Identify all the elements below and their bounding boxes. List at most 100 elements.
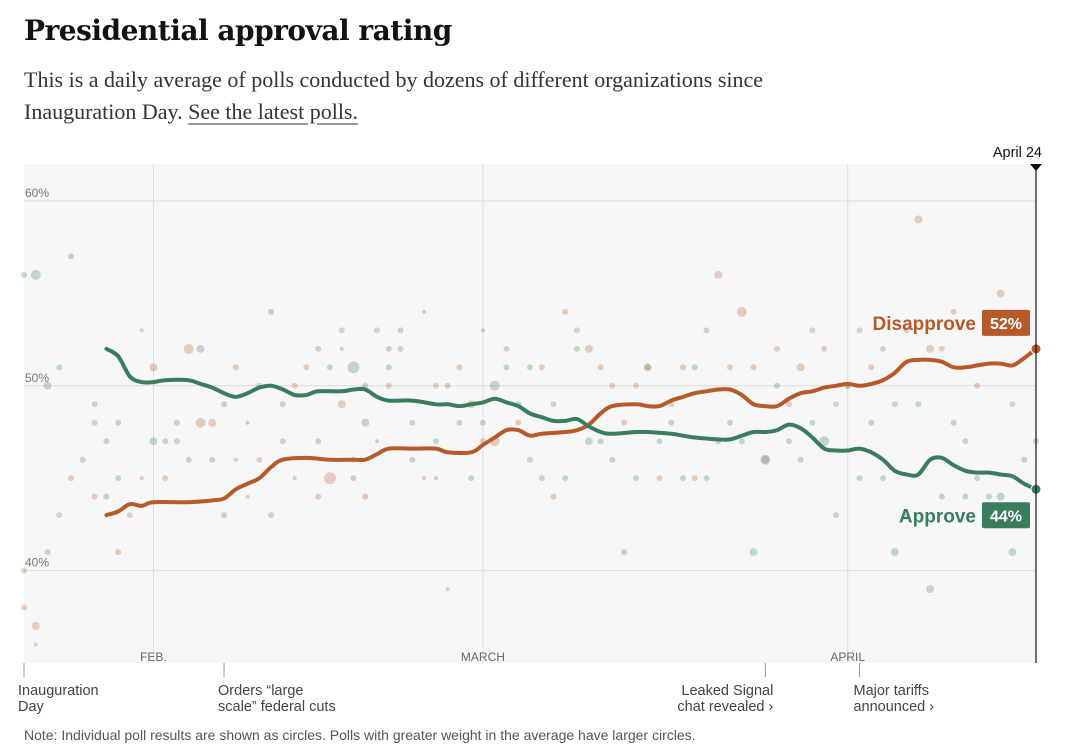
approve-poll-circle xyxy=(233,457,238,462)
disapprove-poll-circle xyxy=(149,363,158,372)
chart-note: Note: Individual poll results are shown … xyxy=(24,727,696,743)
approve-poll-circle xyxy=(938,493,945,500)
disapprove-poll-circle xyxy=(208,418,217,427)
approve-poll-circle xyxy=(856,475,863,482)
disapprove-poll-circle xyxy=(656,475,663,482)
current-date-marker: April 24 xyxy=(993,145,1042,663)
disapprove-poll-circle xyxy=(323,472,336,485)
approve-poll-circle xyxy=(609,456,616,463)
disapprove-poll-circle xyxy=(422,476,427,481)
approve-poll-circle xyxy=(350,475,357,482)
disapprove-poll-circle xyxy=(950,308,957,315)
approve-poll-circle xyxy=(915,401,922,408)
disapprove-poll-circle xyxy=(291,382,298,389)
disapprove-poll-circle xyxy=(584,344,593,353)
approve-poll-circle xyxy=(1008,548,1017,557)
approve-poll-circle xyxy=(91,401,98,408)
approve-poll-circle xyxy=(950,419,957,426)
disapprove-poll-circle xyxy=(1009,401,1016,408)
disapprove-poll-circle xyxy=(550,493,557,500)
disapprove-value-label: 52% xyxy=(990,316,1022,333)
month-tick-label: FEB. xyxy=(140,650,167,664)
disapprove-poll-circle xyxy=(91,419,98,426)
disapprove-poll-circle xyxy=(338,327,345,334)
disapprove-poll-circle xyxy=(68,475,75,482)
month-tick-label: MARCH xyxy=(461,650,505,664)
approve-poll-circle xyxy=(562,475,569,482)
approve-poll-circle xyxy=(538,475,545,482)
approve-poll-circle xyxy=(292,476,297,481)
approve-poll-circle xyxy=(21,271,27,278)
approve-poll-circle xyxy=(422,309,427,314)
approve-value-badge xyxy=(982,502,1030,529)
approve-poll-circle xyxy=(209,456,216,463)
approve-poll-circle xyxy=(221,401,228,408)
approve-poll-circle xyxy=(489,380,500,391)
disapprove-poll-circle xyxy=(809,327,816,334)
disapprove-poll-circle xyxy=(315,493,322,500)
approve-poll-circle xyxy=(315,438,322,445)
approve-poll-circle xyxy=(785,438,792,445)
approve-poll-circle xyxy=(162,438,169,445)
approve-poll-circle xyxy=(656,438,663,445)
annotation-label: Leaked Signal xyxy=(681,683,773,699)
approve-line xyxy=(104,346,1038,492)
disapprove-poll-circle xyxy=(337,400,346,409)
month-tick-label: APRIL xyxy=(830,650,865,664)
approve-poll-circle xyxy=(409,456,416,463)
approve-poll-circle xyxy=(668,419,675,426)
approve-poll-circle xyxy=(974,475,981,482)
approve-poll-circle xyxy=(691,364,698,371)
approve-poll-circle xyxy=(185,456,192,463)
approve-poll-circle xyxy=(527,364,533,371)
chart-subtitle: This is a daily average of polls conduct… xyxy=(24,64,814,128)
approve-poll-circle xyxy=(397,327,404,334)
disapprove-poll-circle xyxy=(597,364,604,371)
approve-poll-circle xyxy=(468,475,475,482)
disapprove-poll-circle xyxy=(115,549,122,556)
disapprove-series-label: Disapprove xyxy=(873,314,976,335)
disapprove-poll-circle xyxy=(914,215,923,224)
current-date-label: April 24 xyxy=(993,145,1042,161)
approve-poll-circle xyxy=(880,475,887,482)
disapprove-poll-circle xyxy=(691,475,698,482)
disapprove-poll-circle xyxy=(79,456,86,463)
approve-poll-circle xyxy=(456,419,463,426)
approve-poll-circle xyxy=(774,382,781,389)
approve-poll-circle xyxy=(797,456,804,463)
disapprove-poll-circle xyxy=(774,345,781,352)
approve-poll-circle xyxy=(621,549,628,556)
disapprove-value-badge xyxy=(982,309,1030,336)
disapprove-poll-circle xyxy=(714,270,723,279)
month-gridlines: FEB. MARCH APRIL xyxy=(140,164,865,664)
approve-poll-circle xyxy=(890,548,899,557)
approve-poll-circle xyxy=(985,493,992,500)
disapprove-poll-circle xyxy=(926,344,935,353)
approve-poll-circle xyxy=(149,437,158,446)
latest-polls-link[interactable]: See the latest polls. xyxy=(188,99,358,124)
disapprove-poll-circle xyxy=(562,308,569,315)
disapprove-line xyxy=(104,346,1038,518)
approve-poll-circle xyxy=(173,419,180,426)
disapprove-poll-circle xyxy=(996,289,1005,298)
disapprove-poll-circle xyxy=(268,512,275,519)
disapprove-poll-circle xyxy=(750,364,757,371)
disapprove-poll-circle xyxy=(503,345,510,352)
disapprove-poll-circle xyxy=(91,493,98,500)
disapprove-poll-circle xyxy=(761,455,770,464)
disapprove-poll-circle xyxy=(126,512,133,519)
approve-poll-circle xyxy=(550,401,557,408)
approve-poll-circle xyxy=(43,381,52,390)
disapprove-poll-circle xyxy=(832,401,839,408)
approve-poll-circle xyxy=(738,438,745,445)
approve-poll-circle xyxy=(103,493,110,500)
approve-poll-circle xyxy=(749,548,758,557)
approve-poll-circle xyxy=(727,419,734,426)
disapprove-poll-circle xyxy=(21,567,27,574)
disapprove-poll-circle xyxy=(56,512,63,519)
disapprove-poll-circle xyxy=(736,306,747,317)
disapprove-poll-circle xyxy=(432,382,439,389)
disapprove-poll-circle xyxy=(221,512,228,519)
annotation-label: Day xyxy=(18,699,45,715)
disapprove-poll-circle xyxy=(456,364,463,371)
